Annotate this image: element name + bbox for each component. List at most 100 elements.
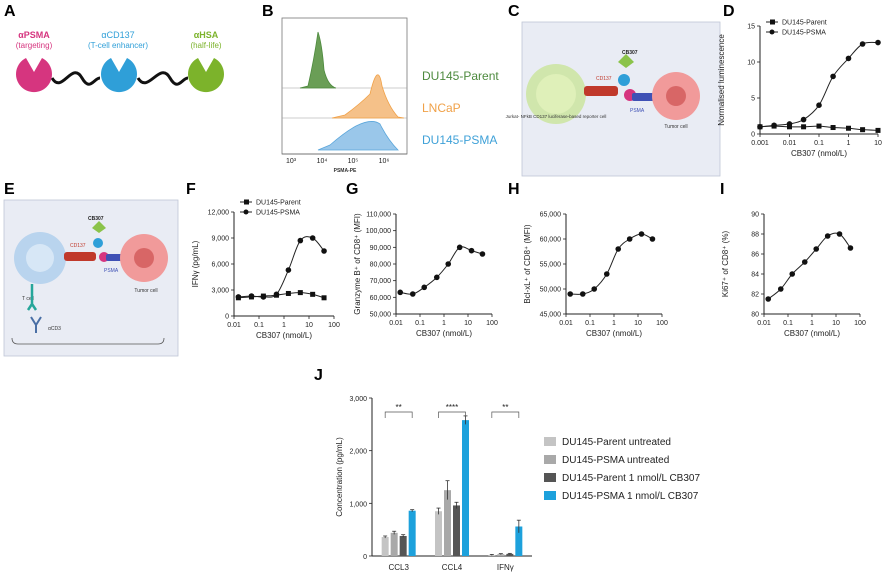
acd3-antibody bbox=[30, 316, 42, 333]
y-tick-label: 82 bbox=[751, 292, 759, 299]
hsa-domain-sub: (half-life) bbox=[190, 41, 221, 50]
x-tick-label: 0.1 bbox=[783, 320, 793, 327]
y-tick-label: 50,000 bbox=[540, 287, 562, 294]
data-point bbox=[248, 293, 255, 299]
t-cell-core bbox=[26, 244, 54, 272]
x-axis-label: CB307 (nmol/L) bbox=[586, 329, 642, 338]
data-point bbox=[786, 121, 793, 127]
y-tick-label: 6,000 bbox=[211, 262, 229, 269]
cd137-receptor bbox=[584, 86, 618, 96]
psma-receptor bbox=[632, 93, 656, 101]
x-tick-label: 0.01 bbox=[227, 322, 241, 329]
psma-label-e: PSMA bbox=[104, 268, 119, 274]
tick-b-3: 10⁶ bbox=[379, 158, 390, 165]
legend-swatch bbox=[544, 473, 556, 482]
tumor-cell-label-e: Tumor cell bbox=[134, 288, 157, 294]
bar-CCL4-0 bbox=[435, 511, 442, 556]
significance-bracket bbox=[491, 411, 520, 418]
data-point bbox=[638, 231, 645, 237]
x-tick-label: 10 bbox=[874, 140, 882, 147]
panel-letter-c: C bbox=[508, 3, 520, 20]
y-tick-label: 88 bbox=[751, 232, 759, 239]
x-tick-label: 10 bbox=[634, 320, 642, 327]
legend-marker bbox=[244, 199, 249, 205]
y-tick-label: 60,000 bbox=[370, 295, 392, 302]
legend-label: DU145-PSMA 1 nmol/L CB307 bbox=[562, 491, 699, 502]
y-tick-label: 90,000 bbox=[370, 245, 392, 252]
x-tick-label: 0.1 bbox=[585, 320, 595, 327]
category-label: CCL3 bbox=[388, 563, 409, 572]
histogram-du145-psma bbox=[317, 121, 399, 151]
cb307-cd137-arm bbox=[618, 74, 630, 86]
tumor-nucleus-e bbox=[134, 248, 154, 268]
panel-letter-j: J bbox=[314, 367, 323, 384]
x-tick-label: 1 bbox=[282, 322, 286, 329]
cb307-label-e: CB307 bbox=[88, 216, 104, 222]
data-point bbox=[777, 286, 784, 292]
data-point bbox=[260, 294, 267, 300]
data-point bbox=[297, 290, 303, 296]
significance-bracket bbox=[384, 411, 413, 418]
data-point bbox=[297, 237, 304, 244]
data-point bbox=[285, 290, 291, 296]
data-point bbox=[321, 295, 327, 301]
cd3-receptor bbox=[26, 284, 38, 311]
bar-CCL4-1 bbox=[444, 490, 451, 556]
data-point bbox=[860, 127, 866, 133]
y-tick-label: 12,000 bbox=[208, 210, 230, 217]
legend-label: DU145-PSMA bbox=[782, 30, 826, 37]
panel-letter-b: B bbox=[262, 3, 274, 20]
y-tick-label: 60,000 bbox=[540, 237, 562, 244]
cd137-domain-shape bbox=[101, 58, 137, 93]
x-tick-label: 100 bbox=[854, 320, 866, 327]
y-tick-label: 84 bbox=[751, 272, 759, 279]
y-axis-label: Concentration (pg/mL) bbox=[335, 437, 344, 517]
series-curve-main bbox=[400, 246, 483, 295]
cd137-domain-sub: (T-cell enhancer) bbox=[88, 41, 148, 50]
legend-marker bbox=[243, 209, 249, 215]
panel-letter-a: A bbox=[4, 3, 16, 20]
x-tick-label: 10 bbox=[305, 322, 313, 329]
bar-CCL3-0 bbox=[381, 537, 389, 556]
tumor-nucleus bbox=[666, 86, 686, 106]
y-tick-label: 70,000 bbox=[370, 278, 392, 285]
data-point bbox=[771, 122, 777, 129]
y-axis-label: Bcl-xL⁺ of CD8⁺ (MFI) bbox=[523, 224, 532, 303]
linker-1 bbox=[50, 71, 101, 86]
bar-IFNγ-2 bbox=[506, 553, 514, 556]
series-curve-DU145-PSMA bbox=[759, 41, 879, 128]
panel-letter-e: E bbox=[4, 181, 15, 198]
data-point bbox=[615, 246, 622, 252]
legend-label: DU145-Parent untreated bbox=[562, 437, 671, 448]
x-axis-label: CB307 (nmol/L) bbox=[256, 331, 312, 340]
series-curve-main bbox=[570, 233, 653, 295]
data-point bbox=[830, 73, 836, 80]
legend-swatch bbox=[544, 455, 556, 464]
x-tick-label: 100 bbox=[656, 320, 668, 327]
y-tick-label: 86 bbox=[751, 252, 759, 259]
y-tick-label: 5 bbox=[751, 96, 755, 103]
x-tick-label: 0.1 bbox=[254, 322, 264, 329]
chart-g-granzyme: 50,00060,00070,00080,00090,000100,000110… bbox=[353, 212, 498, 339]
cb307-hsa-arm-e bbox=[92, 221, 106, 233]
plate-surface bbox=[11, 337, 165, 345]
bar-CCL4-2 bbox=[453, 505, 460, 556]
panel-e: E T cell CD137 CB307 PSMA Tumor cell αCD… bbox=[3, 181, 179, 357]
y-tick-label: 3,000 bbox=[211, 288, 229, 295]
data-point bbox=[591, 286, 598, 292]
x-tick-label: 1 bbox=[612, 320, 616, 327]
y-tick-label: 65,000 bbox=[540, 212, 562, 219]
data-point bbox=[409, 291, 416, 297]
data-point bbox=[816, 102, 822, 108]
data-point bbox=[309, 235, 316, 241]
data-point bbox=[757, 124, 763, 130]
x-tick-label: 10 bbox=[464, 320, 472, 327]
data-point bbox=[579, 291, 586, 297]
x-tick-label: 0.001 bbox=[751, 140, 769, 147]
legend-swatch bbox=[544, 437, 556, 446]
data-point bbox=[603, 271, 610, 277]
category-label: CCL4 bbox=[442, 563, 463, 572]
cb307-label: CB307 bbox=[622, 50, 638, 56]
data-point bbox=[789, 271, 796, 277]
y-tick-label: 3,000 bbox=[349, 396, 367, 403]
